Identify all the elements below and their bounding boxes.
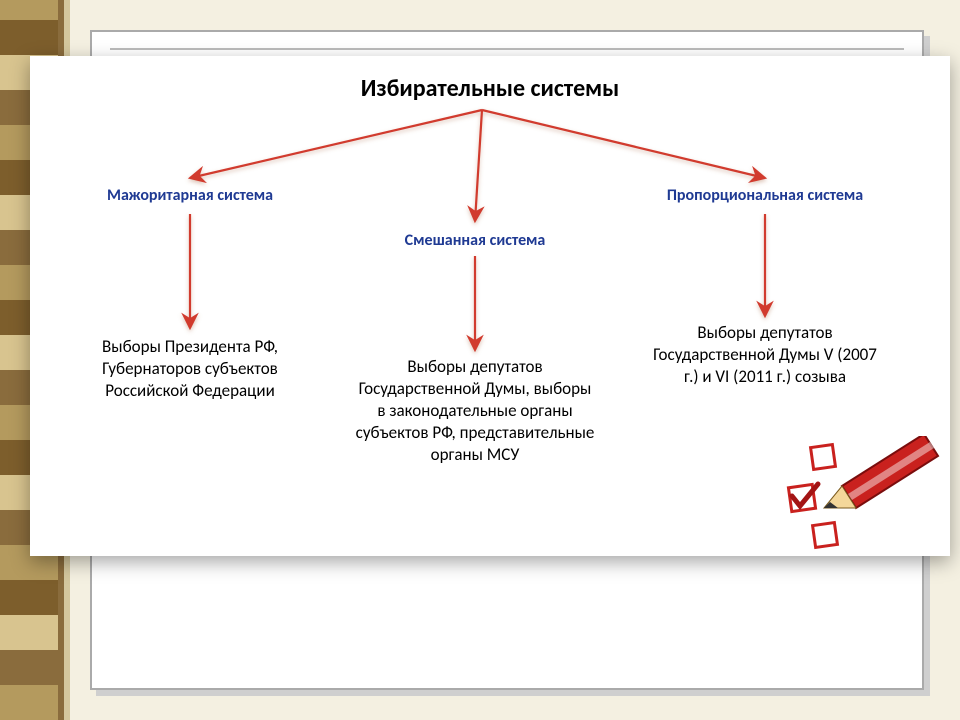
pencil-checkbox-icon xyxy=(772,436,942,556)
diagram-card: Избирательные системы Мажоритарная систе… xyxy=(30,56,950,556)
